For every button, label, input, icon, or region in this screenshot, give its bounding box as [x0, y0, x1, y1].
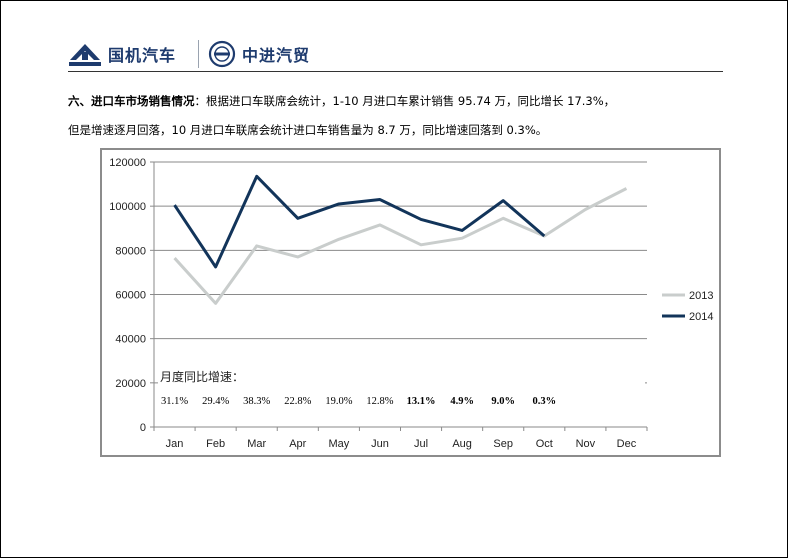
x-tick-label: Apr: [289, 438, 306, 450]
legend-label: 2014: [689, 311, 713, 323]
growth-rate-label: 0.3%: [532, 396, 556, 407]
y-tick-label: 60000: [115, 290, 146, 302]
growth-rate-label: 4.9%: [450, 396, 474, 407]
x-tick-label: Jan: [166, 438, 184, 450]
series-line-2013: [173, 187, 628, 305]
zhongjin-emblem-icon: [208, 40, 236, 68]
sinomach-emblem-icon: [69, 44, 101, 66]
growth-rate-label: 19.0%: [325, 396, 352, 407]
x-tick-label: Dec: [617, 438, 637, 450]
y-tick-label: 40000: [115, 334, 146, 346]
y-tick-label: 0: [140, 422, 146, 434]
x-tick-label: Aug: [452, 438, 472, 450]
x-tick-label: Feb: [206, 438, 225, 450]
growth-rate-label: 38.3%: [243, 396, 270, 407]
x-tick-label: Oct: [536, 438, 553, 450]
header-rule: [68, 71, 723, 72]
x-tick-label: Mar: [247, 438, 266, 450]
growth-rate-label: 9.0%: [491, 396, 515, 407]
y-tick-label: 80000: [115, 245, 146, 257]
series-line-2014: [173, 174, 546, 269]
x-tick-label: Jul: [414, 438, 428, 450]
sales-chart: 0 20000 40000 60000 80000 100000 120000 Jan Feb M…: [100, 148, 721, 457]
brand-right-text: 中进汽贸: [242, 46, 311, 65]
y-tick-label: 100000: [109, 201, 146, 213]
growth-rate-label: 22.8%: [284, 396, 311, 407]
section-heading: 六、进口车市场销售情况: [68, 94, 195, 108]
y-tick-label: 20000: [115, 378, 146, 390]
growth-rate-label: 31.1%: [161, 396, 188, 407]
x-tick-label: Sep: [493, 438, 513, 450]
chart-canvas: 0 20000 40000 60000 80000 100000 120000 Jan Feb M…: [109, 157, 713, 450]
growth-rate-label: 29.4%: [202, 396, 229, 407]
growth-rate-label: 12.8%: [366, 396, 393, 407]
y-tick-label: 120000: [109, 157, 146, 169]
paragraph-line-2: 但是增速逐月回落，10 月进口车联席会统计进口车销售量为 8.7 万，同比增速回…: [68, 123, 548, 137]
sinomach-logo: 国机汽车: [68, 40, 176, 68]
brand-left-text: 国机汽车: [108, 46, 177, 65]
growth-annotation-panel: [158, 365, 645, 412]
legend-label: 2013: [689, 290, 713, 302]
document-header: 国机汽车 中进汽贸: [68, 38, 723, 72]
header-divider: [198, 40, 199, 68]
x-tick-label: May: [328, 438, 349, 450]
x-tick-label: Nov: [576, 438, 596, 450]
growth-annotation-title: 月度同比增速：: [160, 369, 244, 384]
zhongjin-logo: 中进汽贸: [208, 40, 310, 68]
paragraph-line-1-text: ：根据进口车联席会统计，1-10 月进口车累计销售 95.74 万，同比增长 1…: [194, 94, 616, 108]
growth-rate-label: 13.1%: [407, 396, 436, 407]
x-tick-label: Jun: [371, 438, 389, 450]
paragraph-line-1: 六、进口车市场销售情况：根据进口车联席会统计，1-10 月进口车累计销售 95.…: [68, 93, 728, 109]
